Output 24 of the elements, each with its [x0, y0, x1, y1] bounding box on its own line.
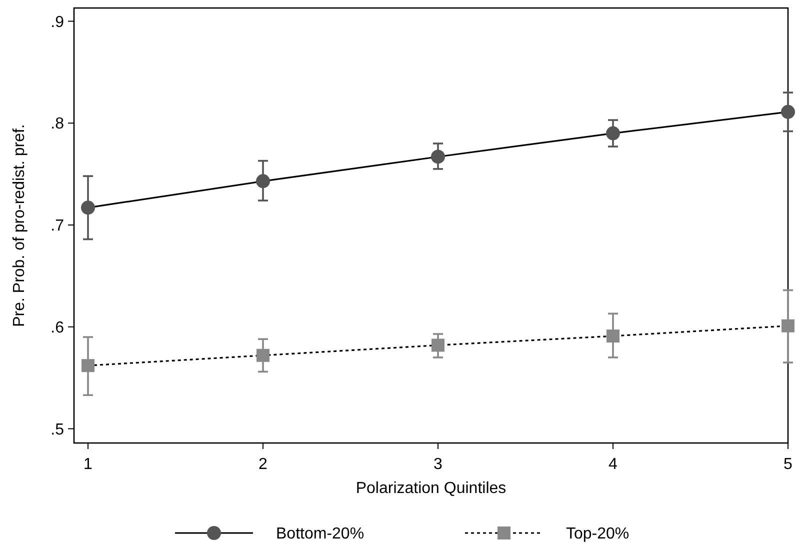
y-tick-label: .8 [50, 116, 64, 133]
x-tick-label: 4 [608, 456, 618, 473]
x-tick-label: 3 [434, 456, 443, 473]
point [432, 338, 444, 352]
y-axis-title: Pre. Prob. of pro-redist. pref. [11, 124, 28, 327]
point [606, 126, 620, 140]
point [782, 319, 794, 332]
legend-label: Bottom-20% [276, 526, 364, 543]
point [256, 348, 270, 362]
point [81, 200, 95, 215]
point [82, 359, 94, 372]
x-tick-label: 5 [784, 456, 793, 473]
x-axis-title: Polarization Quintiles [356, 480, 506, 497]
point [781, 104, 795, 119]
y-tick-label: .7 [50, 218, 64, 235]
point [256, 174, 270, 188]
legend-label: Top-20% [566, 526, 630, 543]
x-tick-label: 1 [84, 456, 93, 473]
point [431, 150, 445, 164]
y-tick-label: .5 [50, 421, 64, 438]
y-tick-label: .6 [50, 319, 64, 336]
x-tick-label: 2 [258, 456, 268, 473]
point [606, 330, 620, 343]
y-tick-label: .9 [50, 14, 64, 31]
